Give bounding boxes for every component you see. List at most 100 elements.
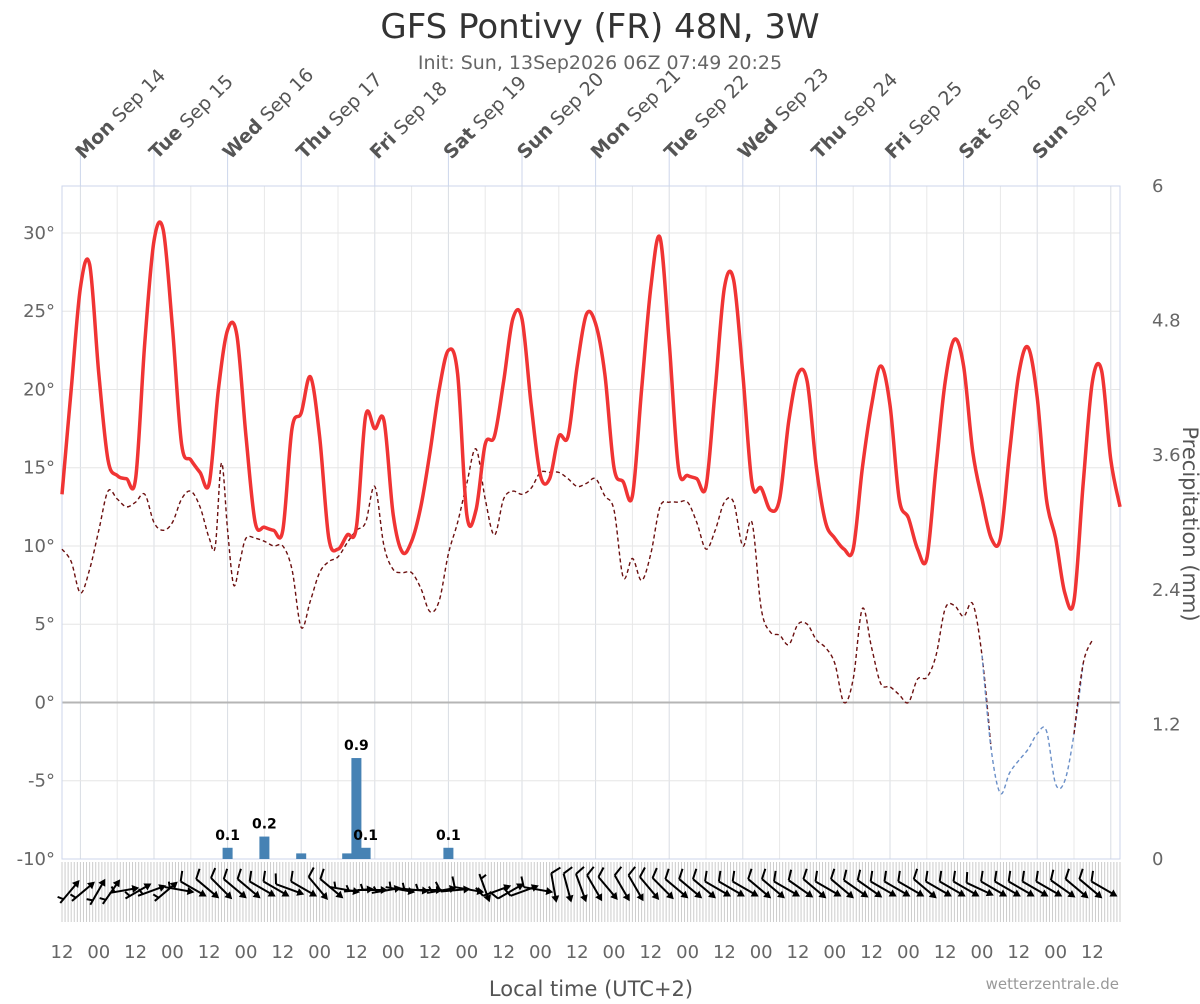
time-tick-label: 12: [787, 942, 810, 963]
wind-barb: [773, 870, 801, 897]
left-tick-label: 5°: [35, 614, 55, 635]
time-tick-label: 00: [676, 942, 699, 963]
wind-barb: [478, 873, 492, 903]
wind-barb: [814, 870, 842, 897]
wind-barb: [179, 870, 207, 897]
bar-value-label: 0.1: [353, 828, 378, 844]
precipitation-bar: [351, 758, 362, 859]
wind-barb: [210, 867, 233, 900]
wind-barb: [248, 870, 276, 897]
time-tick-label: 00: [1044, 942, 1067, 963]
day-label-date: Sep 17: [320, 69, 387, 136]
day-label-date: Sep 27: [1057, 68, 1124, 135]
wind-barb: [856, 869, 883, 898]
wind-barb: [1035, 870, 1063, 897]
time-tick-label: 12: [198, 942, 221, 963]
wind-barb: [520, 876, 554, 895]
bottom-time-axis: 12 00 12 00 12 00 12 00 12 00 12 00 12 00 12 00 12 00 12 00…: [51, 942, 1104, 963]
wind-barb: [787, 869, 814, 898]
wind-barb: [912, 868, 937, 899]
wind-barb: [830, 868, 854, 899]
wind-barb: [869, 870, 897, 897]
wind-barb: [883, 870, 911, 897]
wind-barb: [1007, 870, 1035, 897]
credit-text: wetterzentrale.de: [986, 975, 1119, 993]
time-tick-label: 12: [345, 942, 368, 963]
wind-barb: [938, 870, 966, 897]
plot-frame: [61, 185, 1121, 860]
time-tick-label: 12: [566, 942, 589, 963]
x-axis-title: Local time (UTC+2): [489, 977, 693, 1000]
wind-barb: [704, 870, 732, 897]
wind-barb: [195, 868, 220, 899]
wind-barb: [562, 866, 574, 903]
day-label-date: Sep 21: [619, 65, 686, 132]
wind-barb: [1078, 868, 1103, 899]
wind-barb: [57, 880, 80, 904]
left-tick-label: -5°: [28, 771, 55, 792]
time-tick-label: 12: [1007, 942, 1030, 963]
wind-barb: [1064, 868, 1089, 899]
day-label-date: Sep 18: [385, 77, 452, 144]
wind-barb: [1021, 870, 1049, 897]
time-tick-label: 12: [1081, 942, 1104, 963]
time-tick-label: 12: [51, 942, 74, 963]
wind-barb: [761, 868, 785, 899]
time-tick-label: 00: [382, 942, 405, 963]
time-tick-label: 00: [455, 942, 478, 963]
left-temperature-axis: 30° 25° 20° 15° 10° 5° 0° -5° -10°: [17, 223, 55, 870]
wind-barb: [426, 885, 457, 894]
wind-barb: [627, 866, 644, 902]
wind-barb: [842, 869, 869, 898]
wind-barb: [488, 883, 525, 900]
right-tick-label: 1.2: [1152, 714, 1181, 735]
wind-barb: [86, 878, 106, 906]
wind-barb: [980, 870, 1008, 897]
right-tick-label: 3.6: [1152, 445, 1181, 466]
wind-barb: [109, 885, 140, 894]
wind-barb: [678, 868, 703, 899]
bar-value-label: 0.9: [344, 738, 369, 754]
wind-barb: [236, 868, 261, 899]
right-tick-label: 4.8: [1152, 311, 1181, 332]
left-tick-label: 30°: [23, 223, 55, 244]
wind-barb: [550, 866, 561, 903]
wind-barb: [965, 872, 994, 897]
wind-barb: [692, 868, 716, 899]
left-tick-label: 0°: [35, 692, 55, 713]
right-tick-label: 0: [1152, 849, 1163, 870]
left-tick-label: -10°: [17, 849, 55, 870]
time-tick-label: 00: [308, 942, 331, 963]
time-tick-label: 00: [823, 942, 846, 963]
wind-barb: [1049, 869, 1076, 898]
wind-barb: [124, 883, 152, 900]
time-tick-label: 12: [271, 942, 294, 963]
wind-barb: [802, 868, 827, 899]
time-tick-label: 12: [860, 942, 883, 963]
time-tick-label: 00: [603, 942, 626, 963]
wind-barb: [924, 870, 952, 897]
right-tick-label: 6: [1152, 176, 1163, 197]
temperature-line: [60, 220, 1122, 611]
wind-barb: [1090, 870, 1118, 897]
time-tick-label: 12: [124, 942, 147, 963]
left-tick-label: 10°: [23, 536, 55, 557]
wind-barb: [993, 870, 1021, 897]
day-label-date: Sep 15: [171, 71, 238, 138]
bar-value-label: 0.2: [252, 817, 277, 833]
wind-barbs: [57, 862, 1121, 922]
wind-barb: [613, 866, 630, 902]
bar-value-label: 0.1: [436, 828, 461, 844]
wind-barb: [717, 870, 745, 897]
wind-barb: [586, 866, 603, 902]
wind-barb: [262, 870, 290, 897]
chart-subtitle: Init: Sun, 13Sep2026 06Z 07:49 20:25: [418, 52, 782, 74]
right-tick-label: 2.4: [1152, 580, 1181, 601]
grid: [61, 185, 1121, 860]
precipitation-bar: [296, 853, 307, 859]
precipitation-bar: [443, 847, 454, 859]
time-tick-label: 00: [87, 942, 110, 963]
temperature-lines: [60, 220, 1122, 795]
